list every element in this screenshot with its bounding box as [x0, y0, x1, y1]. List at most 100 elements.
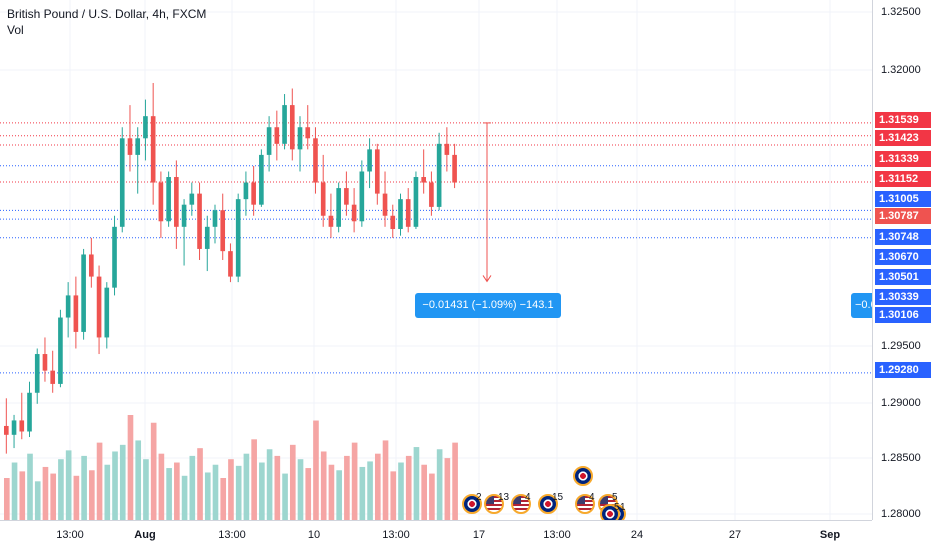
price-tag: 1.30501 [875, 269, 931, 285]
price-tag: 1.31005 [875, 191, 931, 207]
event-count: 5 [614, 502, 620, 513]
price-axis[interactable]: 1.32500 1.32000 1.29500 1.29000 1.28500 … [872, 0, 932, 520]
volume-bar [259, 462, 265, 520]
volume-bar [344, 455, 350, 520]
us-flag-icon[interactable] [511, 494, 531, 514]
volume-bar [174, 462, 180, 520]
candle-body [181, 204, 187, 227]
volume-bar [135, 440, 142, 520]
volume-bar [89, 470, 95, 520]
candle-body [305, 127, 311, 139]
candle-body [359, 171, 365, 222]
candle-body [143, 116, 148, 139]
symbol-title[interactable]: British Pound / U.S. Dollar, 4h, FXCM [7, 7, 207, 21]
candle-body [197, 193, 202, 249]
event-count: 4 [525, 492, 531, 503]
candle-body [174, 177, 179, 227]
uk-flag-icon[interactable] [538, 494, 558, 514]
price-tag: 1.31152 [875, 171, 931, 187]
candle-body [58, 317, 63, 384]
candle-body [119, 138, 125, 227]
candle-body [89, 254, 94, 277]
volume-bar [42, 466, 49, 520]
volume-bar [119, 444, 126, 520]
volume-bar [328, 464, 335, 520]
candle-body [150, 116, 156, 183]
volume-bar [27, 453, 33, 520]
flag-canton [577, 496, 585, 504]
candle-body [251, 182, 256, 205]
volume-bar [212, 464, 219, 520]
volume-bar [158, 453, 165, 520]
time-tick: Aug [134, 529, 156, 541]
volume-bar [65, 450, 72, 520]
volume-bar [282, 473, 288, 520]
volume-bar [34, 481, 41, 520]
volume-bar [436, 449, 443, 520]
measure-tooltip: −0.01431 (−1.09%) −143.1 [415, 293, 561, 318]
time-tick: 13:00 [56, 529, 84, 541]
price-tick: 1.32000 [881, 64, 921, 76]
volume-bar [127, 415, 134, 520]
candle-body [11, 420, 17, 435]
measure-axis-label: −0.0 [851, 293, 872, 318]
us-flag-icon[interactable] [484, 494, 504, 514]
volume-bar [336, 470, 342, 520]
candle-body [328, 215, 334, 227]
candle-body [429, 182, 434, 207]
flag-canton [486, 496, 494, 504]
volume-bar [421, 464, 427, 520]
candle-body [259, 154, 264, 205]
volume-bar [444, 458, 451, 520]
candle-body [235, 199, 241, 277]
event-count: 5 [612, 492, 618, 503]
candle-body [104, 287, 110, 338]
time-tick: 24 [630, 529, 644, 541]
volume-bar [320, 451, 327, 520]
volume-bar [189, 455, 196, 520]
candle-body [166, 177, 171, 222]
price-tag: 1.30339 [875, 289, 931, 305]
volume-bar [274, 455, 281, 520]
volume-bar [11, 462, 18, 520]
price-tick: 1.28500 [881, 452, 921, 464]
chart-pane[interactable]: British Pound / U.S. Dollar, 4h, FXCM Vo… [0, 0, 872, 520]
candle-body [297, 127, 303, 150]
time-tick: 17 [472, 529, 486, 541]
volume-indicator-label[interactable]: Vol [7, 23, 24, 37]
volume-bar [266, 449, 273, 520]
price-tag: 1.31539 [875, 112, 931, 128]
candle-body [228, 251, 233, 277]
volume-bar [19, 471, 26, 520]
us-flag-icon[interactable] [575, 494, 595, 514]
candle-body [382, 193, 388, 216]
candle-body [112, 226, 117, 288]
price-tick: 1.32500 [881, 6, 921, 18]
volume-bar [73, 475, 80, 520]
uk-flag-icon[interactable] [573, 466, 593, 486]
time-axis[interactable]: 13:00 Aug 13:00 10 13:00 17 13:00 24 27 … [0, 520, 872, 551]
price-tag: 1.31423 [875, 130, 931, 146]
candle-body [96, 276, 102, 338]
time-tick: Sep [819, 529, 841, 541]
volume-bar [4, 478, 10, 520]
current-price-tag: 1.30787 [875, 208, 931, 224]
volume-bar [289, 444, 296, 520]
volume-bar [351, 442, 358, 520]
volume-bar [359, 466, 366, 520]
volume-bar [235, 465, 242, 520]
candle-body [421, 177, 426, 183]
volume-bar [305, 468, 312, 520]
volume-bar [181, 475, 188, 520]
volume-bar [96, 442, 103, 520]
candlestick-chart[interactable] [0, 0, 872, 520]
candle-body [158, 182, 164, 222]
price-tick: 1.28000 [881, 508, 921, 520]
price-tick: 1.29000 [881, 397, 921, 409]
volume-bar [150, 422, 157, 520]
uk-flag-icon[interactable] [462, 494, 482, 514]
volume-bar [143, 459, 149, 520]
volume-bar [50, 473, 57, 520]
uk-flag-icon[interactable] [600, 504, 620, 520]
price-tick: 1.29500 [881, 340, 921, 352]
